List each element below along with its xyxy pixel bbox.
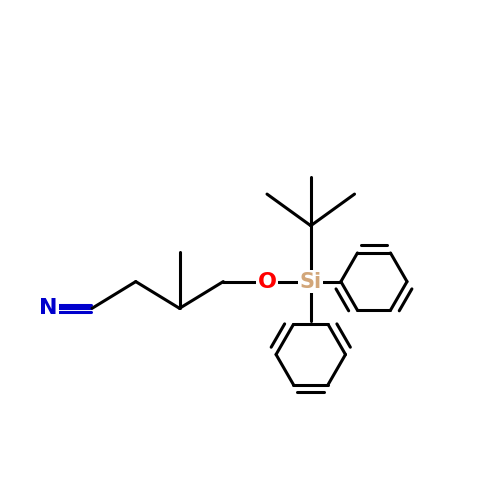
Text: Si: Si <box>300 272 322 291</box>
Text: O: O <box>258 272 276 291</box>
Text: N: N <box>39 298 58 318</box>
